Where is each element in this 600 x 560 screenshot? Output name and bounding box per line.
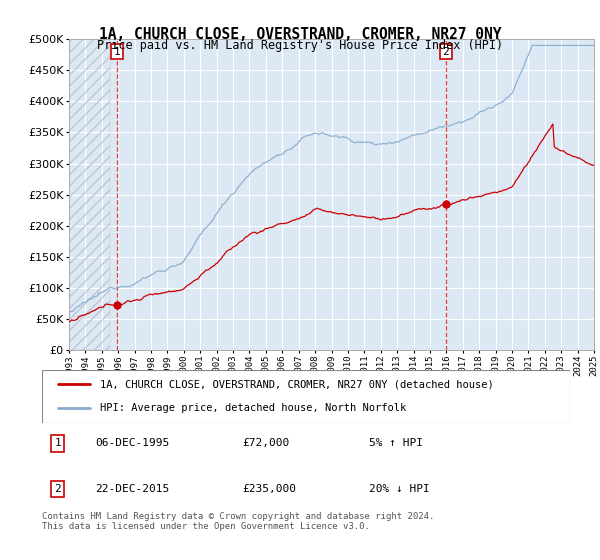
Text: £72,000: £72,000 [242,438,290,449]
Text: 06-DEC-1995: 06-DEC-1995 [95,438,169,449]
FancyBboxPatch shape [42,370,570,423]
Text: £235,000: £235,000 [242,484,296,494]
Text: Price paid vs. HM Land Registry's House Price Index (HPI): Price paid vs. HM Land Registry's House … [97,39,503,52]
Text: 22-DEC-2015: 22-DEC-2015 [95,484,169,494]
Text: 1A, CHURCH CLOSE, OVERSTRAND, CROMER, NR27 0NY (detached house): 1A, CHURCH CLOSE, OVERSTRAND, CROMER, NR… [100,380,494,390]
Text: HPI: Average price, detached house, North Norfolk: HPI: Average price, detached house, Nort… [100,403,406,413]
Text: 20% ↓ HPI: 20% ↓ HPI [370,484,430,494]
Text: 1A, CHURCH CLOSE, OVERSTRAND, CROMER, NR27 0NY: 1A, CHURCH CLOSE, OVERSTRAND, CROMER, NR… [99,27,501,42]
Text: 5% ↑ HPI: 5% ↑ HPI [370,438,424,449]
Text: Contains HM Land Registry data © Crown copyright and database right 2024.
This d: Contains HM Land Registry data © Crown c… [42,512,434,531]
Text: 1: 1 [113,46,120,57]
Text: 2: 2 [55,484,61,494]
Text: 2: 2 [442,46,449,57]
Text: 1: 1 [55,438,61,449]
